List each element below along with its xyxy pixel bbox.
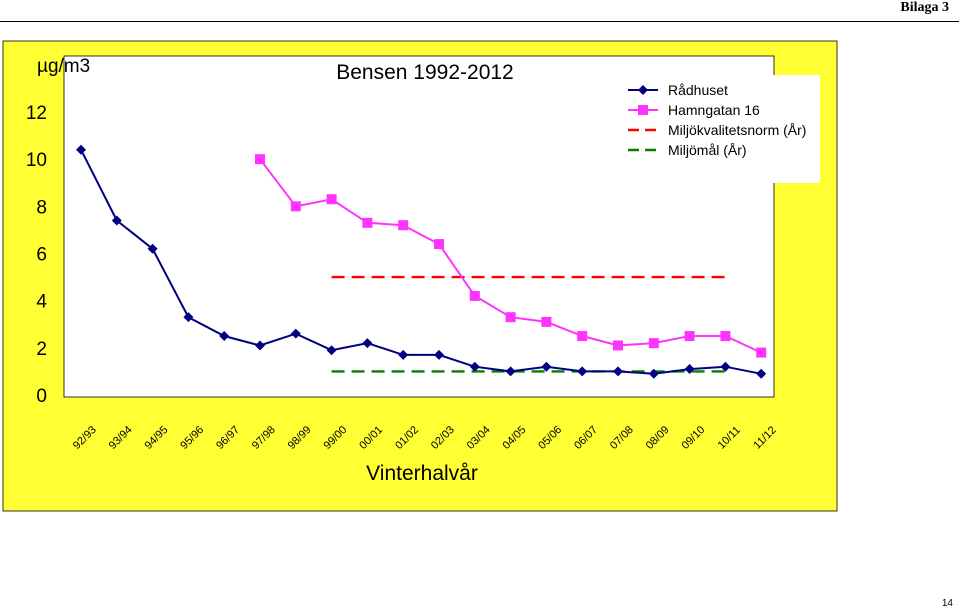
y-axis-unit-label: µg/m3 [37, 56, 90, 77]
legend-label: Hamngatan 16 [668, 102, 760, 118]
y-tick-label: 8 [36, 197, 47, 218]
data-point-radhuset [756, 368, 767, 379]
data-point-radhuset [505, 366, 516, 377]
data-point-hamngatan [326, 194, 337, 205]
page-header-rule [0, 21, 959, 22]
data-point-radhuset [541, 361, 552, 372]
data-point-hamngatan [398, 220, 409, 231]
data-point-hamngatan [255, 154, 265, 165]
data-point-hamngatan [720, 331, 731, 342]
data-point-radhuset [255, 340, 265, 351]
data-point-hamngatan [613, 340, 623, 351]
data-point-radhuset [613, 366, 623, 377]
legend-label: Rådhuset [668, 82, 728, 98]
y-tick-label: 4 [36, 292, 47, 313]
data-point-radhuset [684, 364, 695, 375]
data-point-radhuset [183, 312, 194, 323]
y-tick-label: 6 [36, 245, 47, 266]
y-tick-label: 0 [36, 386, 47, 407]
page-number: 14 [941, 598, 953, 609]
y-axis-ticks: 0 2 4 6 8 10 12 [26, 103, 48, 407]
data-point-hamngatan [756, 347, 767, 358]
y-tick-label: 10 [26, 150, 47, 171]
legend-marker-square [638, 105, 648, 115]
page-header: Bilaga 3 [900, 0, 949, 15]
y-tick-label: 2 [36, 339, 47, 360]
data-point-radhuset [398, 349, 409, 360]
data-point-radhuset [434, 349, 444, 360]
data-point-radhuset [362, 338, 373, 349]
data-point-hamngatan [469, 290, 480, 301]
data-point-radhuset [648, 368, 659, 379]
data-point-hamngatan [290, 201, 301, 212]
data-point-hamngatan [684, 331, 695, 342]
data-point-radhuset [577, 366, 588, 377]
x-axis-title: Vinterhalvår [366, 462, 478, 485]
legend-items: Rådhuset Hamngatan 16 Miljökvalitetsnorm (… [628, 82, 806, 158]
series-line-radhuset [80, 149, 762, 375]
data-point-radhuset [219, 331, 230, 342]
data-point-radhuset [469, 361, 480, 372]
data-point-hamngatan [541, 316, 552, 327]
data-point-hamngatan [434, 239, 444, 250]
data-point-hamngatan [362, 217, 373, 228]
series-layer [76, 144, 767, 379]
legend-label: Miljökvalitetsnorm (År) [668, 122, 806, 138]
data-point-hamngatan [648, 338, 659, 349]
legend-label: Miljömål (År) [668, 142, 747, 158]
data-point-radhuset [720, 361, 731, 372]
data-point-radhuset [76, 144, 86, 155]
chart-title: Bensen 1992-2012 [336, 61, 514, 84]
data-point-hamngatan [577, 331, 588, 342]
legend-marker-diamond [638, 85, 648, 95]
data-point-radhuset [326, 345, 337, 356]
y-tick-label: 12 [26, 103, 47, 124]
legend: Rådhuset Hamngatan 16 Miljökvalitetsnorm (… [620, 75, 820, 183]
data-point-hamngatan [505, 312, 516, 323]
data-point-radhuset [290, 328, 301, 339]
data-point-radhuset [111, 215, 122, 226]
data-point-radhuset [147, 243, 158, 254]
